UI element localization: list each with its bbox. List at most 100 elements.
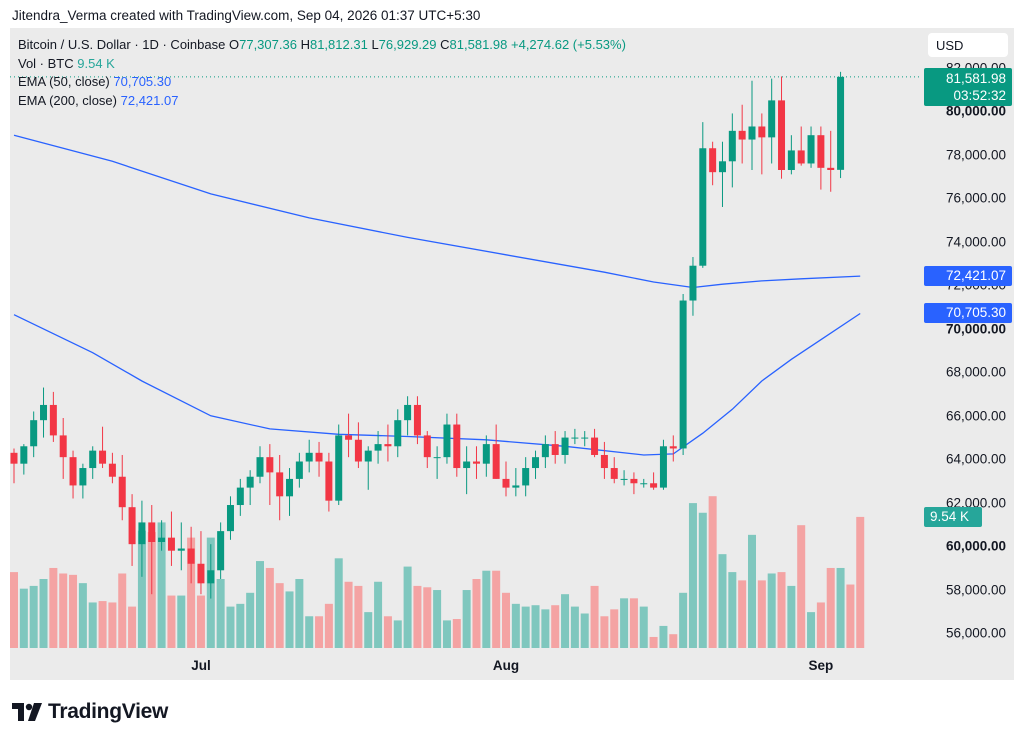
candle-body (276, 472, 284, 497)
volume-axis-label: 9.54 K (924, 506, 982, 527)
candle-body (404, 404, 412, 421)
candle-body (335, 435, 343, 501)
candle-body (581, 437, 589, 439)
candle-body (463, 461, 471, 469)
change-value: +4,274.62 (+5.53%) (511, 37, 626, 52)
volume-bar (757, 580, 766, 648)
candle-body (49, 404, 57, 436)
candle-body (236, 487, 244, 506)
volume-bar (88, 602, 97, 648)
volume-bar (49, 567, 58, 648)
ema50-price-label: 70,705.30 (924, 303, 1012, 324)
candle-body (591, 437, 599, 455)
volume-bar (275, 583, 284, 648)
candle-body (709, 148, 717, 173)
price-tick-label: 58,000.00 (945, 582, 1006, 598)
candle-body (748, 126, 756, 140)
chart-frame: Bitcoin / U.S. Dollar · 1D · Coinbase O7… (10, 28, 1014, 680)
volume-bar (39, 579, 48, 648)
volume-bar (708, 496, 717, 648)
volume-bar (167, 595, 176, 648)
time-tick-label: Sep (808, 658, 834, 673)
candle-body (99, 450, 107, 464)
tradingview-logo[interactable]: TradingView (12, 700, 168, 724)
candle-body (482, 444, 490, 464)
volume-legend[interactable]: Vol · BTC 9.54 K (18, 55, 626, 74)
volume-bar (344, 581, 353, 648)
plot-area[interactable] (10, 28, 920, 680)
volume-bar (98, 601, 107, 648)
low-label: L (371, 37, 379, 52)
candle-body (246, 476, 254, 488)
candle-body (325, 461, 333, 501)
candle-body (364, 450, 372, 462)
high-value: 81,812.31 (309, 37, 368, 52)
volume-bar (767, 573, 776, 648)
volume-bar (324, 603, 333, 648)
volume-bar (846, 584, 855, 648)
candle-body (148, 522, 156, 542)
price-tick-label: 74,000.00 (945, 234, 1006, 250)
candle-body (266, 457, 274, 473)
volume-bar (797, 525, 806, 648)
volume-bar (698, 512, 707, 648)
candle-body (778, 100, 786, 170)
ema50-legend[interactable]: EMA (50, close) 70,705.30 (18, 73, 626, 92)
candle-body (787, 150, 795, 170)
volume-bar (137, 530, 146, 648)
candle-body (768, 100, 776, 138)
tradingview-logo-icon (12, 703, 42, 721)
volume-bar (29, 585, 38, 648)
price-tick-label: 76,000.00 (945, 190, 1006, 206)
candle-body (413, 404, 421, 436)
candle-body (718, 161, 726, 173)
volume-bar (531, 605, 540, 648)
volume-bar (541, 609, 550, 648)
candle-body (571, 437, 579, 439)
volume-bar (442, 620, 451, 648)
ema200-line (13, 134, 861, 289)
candle-body (443, 424, 451, 458)
price-tick-label: 62,000.00 (945, 495, 1006, 511)
volume-bar (856, 516, 865, 648)
volume-bar (688, 503, 697, 648)
volume-bar (807, 612, 816, 648)
candle-body (108, 463, 116, 477)
volume-bar (128, 606, 137, 648)
symbol-title[interactable]: Bitcoin / U.S. Dollar · 1D · Coinbase (18, 37, 226, 52)
candle-body (502, 478, 510, 488)
volume-bar (226, 606, 235, 648)
volume-bar (787, 585, 796, 648)
candle-body (286, 478, 294, 497)
ema200-legend[interactable]: EMA (200, close) 72,421.07 (18, 92, 626, 111)
currency-selector[interactable]: USD (928, 33, 1008, 57)
candle-body (807, 135, 815, 164)
last-price-label: 81,581.98 03:52:32 (924, 67, 1012, 106)
open-value: 77,307.36 (239, 37, 297, 52)
volume-bar (816, 602, 825, 648)
tradingview-brand: TradingView (48, 700, 169, 723)
price-axis[interactable]: 82,000.0080,000.0078,000.0076,000.0074,0… (920, 28, 1014, 680)
candle-body (226, 505, 234, 532)
candle-body (20, 446, 28, 464)
candle-body (532, 457, 540, 469)
volume-bar (216, 579, 225, 648)
last-price-value: 81,581.98 (945, 70, 1006, 86)
candle-body (433, 457, 441, 459)
volume-bar (570, 606, 579, 648)
volume-bar (256, 561, 264, 648)
candle-body (197, 563, 205, 584)
volume-bar (305, 616, 314, 648)
volume-bar (679, 592, 688, 648)
candle-body (69, 457, 77, 486)
volume-bar (561, 594, 570, 648)
volume-bar (610, 609, 619, 648)
volume-bar (383, 616, 392, 648)
candle-body (728, 130, 736, 162)
volume-bar (157, 522, 166, 648)
candle-body (541, 444, 549, 458)
candle-body (679, 300, 687, 449)
volume-bar (78, 583, 87, 648)
volume-bar (649, 636, 658, 648)
candle-body (551, 444, 559, 455)
